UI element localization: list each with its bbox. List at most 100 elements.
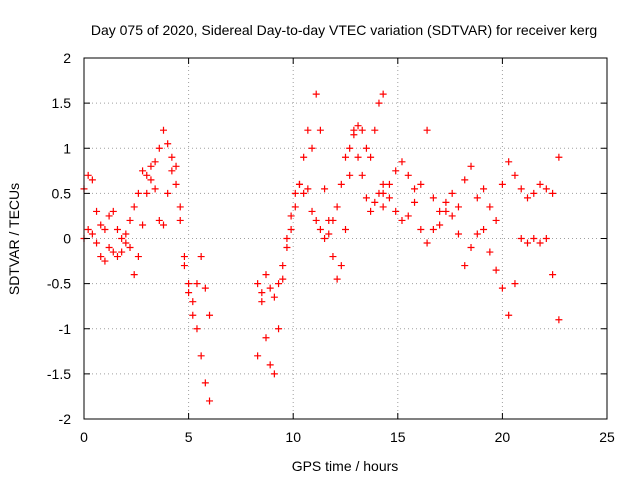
data-point (254, 280, 262, 288)
data-point (467, 244, 475, 252)
data-point (333, 203, 341, 211)
data-point (159, 221, 167, 229)
data-point (254, 352, 262, 360)
data-point (143, 189, 151, 197)
data-point (151, 158, 159, 166)
data-point (180, 262, 188, 270)
data-point (291, 203, 299, 211)
y-tick-label: -0.5 (47, 276, 71, 292)
data-point (201, 379, 209, 387)
data-point (454, 230, 462, 238)
y-axis-label: SDTVAR / TECUs (6, 183, 22, 295)
data-point (118, 235, 126, 242)
data-point (134, 253, 142, 261)
data-point (270, 293, 278, 301)
data-point (126, 244, 134, 252)
data-point (536, 180, 544, 188)
data-point (325, 230, 333, 238)
data-point (193, 325, 201, 333)
data-point (362, 194, 370, 202)
data-point (287, 212, 295, 220)
x-axis-label: GPS time / hours (292, 458, 399, 474)
data-point (354, 122, 362, 130)
data-point (404, 212, 412, 220)
data-point (105, 244, 113, 252)
series-segment-a (80, 126, 214, 319)
data-point (429, 194, 437, 202)
data-point (197, 352, 205, 360)
data-point (118, 248, 126, 256)
data-point (266, 361, 274, 369)
data-point (155, 216, 163, 224)
data-point (84, 171, 92, 179)
data-point (461, 262, 469, 270)
data-point (480, 185, 488, 193)
data-point (304, 185, 312, 193)
data-point (411, 198, 419, 206)
data-point (109, 207, 117, 215)
data-point (185, 289, 193, 297)
x-tick-label: 10 (285, 429, 301, 445)
data-point (88, 176, 96, 184)
data-point (147, 162, 155, 170)
data-point (379, 203, 387, 211)
data-point (275, 280, 283, 288)
data-point (321, 185, 329, 193)
data-point (105, 212, 113, 220)
data-point (555, 316, 563, 324)
data-point (308, 207, 316, 215)
data-point (486, 203, 494, 211)
data-point (517, 185, 525, 193)
data-point (101, 225, 109, 233)
data-point (492, 216, 500, 224)
data-point (206, 311, 214, 319)
data-point (101, 257, 109, 265)
data-point (329, 216, 337, 224)
data-point (536, 239, 544, 247)
data-point (429, 225, 437, 233)
data-point (304, 126, 312, 134)
data-point (266, 284, 274, 292)
y-tick-label: 2 (63, 50, 71, 66)
data-point (379, 189, 387, 197)
data-point (448, 189, 456, 197)
y-tick-label: 1.5 (52, 95, 72, 111)
data-point (511, 280, 519, 288)
data-point (423, 239, 431, 247)
data-point (337, 180, 345, 188)
x-tick-label: 25 (599, 429, 615, 445)
data-point (379, 90, 387, 98)
data-point (312, 216, 320, 224)
data-point (350, 126, 358, 134)
data-point (189, 298, 197, 306)
data-point (312, 90, 320, 98)
data-point (342, 153, 349, 161)
data-point (270, 370, 278, 378)
data-point (442, 198, 450, 206)
data-point (262, 334, 270, 342)
data-point (93, 239, 101, 247)
data-point (480, 225, 488, 233)
data-point (492, 266, 500, 274)
data-point (371, 198, 379, 206)
y-tick-label: -2 (59, 411, 72, 427)
x-tick-label: 15 (390, 429, 406, 445)
data-point (442, 207, 450, 215)
data-point (398, 158, 406, 166)
data-point (176, 203, 184, 211)
data-point (371, 126, 379, 134)
data-point (498, 284, 506, 292)
data-point (180, 253, 188, 261)
data-point (321, 235, 329, 242)
data-point (392, 167, 400, 175)
data-point (486, 248, 494, 256)
data-point (93, 207, 101, 215)
data-point (346, 144, 354, 152)
data-point (279, 262, 287, 270)
grid-lines (84, 58, 607, 419)
data-point (97, 221, 105, 229)
data-point (392, 207, 400, 215)
y-tick-label: 0.5 (52, 185, 72, 201)
data-point (122, 239, 130, 247)
data-point (126, 216, 134, 224)
